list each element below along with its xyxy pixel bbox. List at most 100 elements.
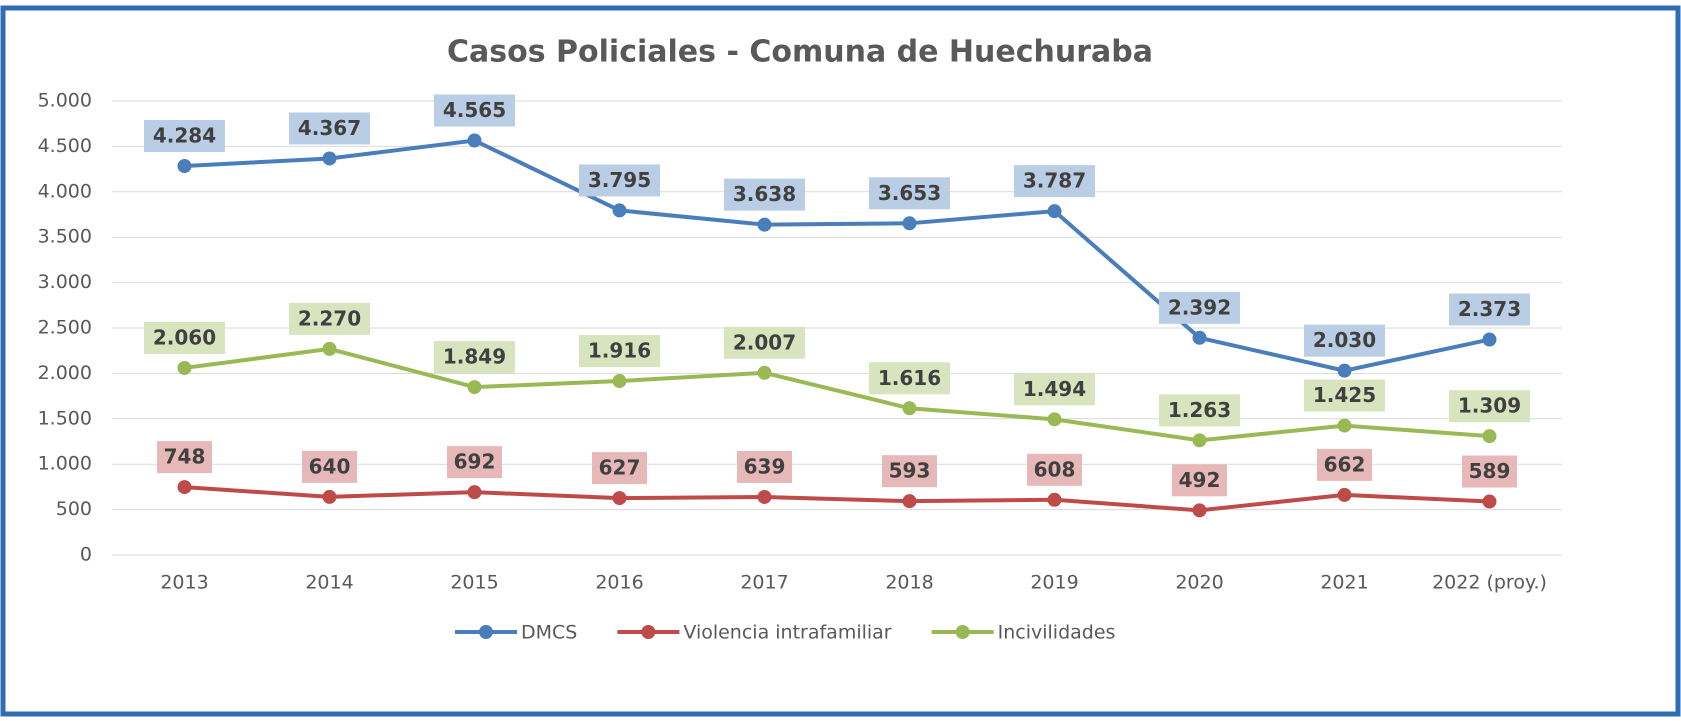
data-point [1192, 433, 1207, 448]
chart-title: Casos Policiales - Comuna de Huechuraba [447, 35, 1153, 70]
series-line [184, 485, 1490, 513]
legend-label: Violencia intrafamiliar [683, 622, 891, 644]
label-box [869, 177, 950, 210]
data-point [902, 494, 917, 509]
data-point [1192, 503, 1207, 518]
data-point [467, 380, 482, 395]
data-label: 662 [1324, 452, 1366, 476]
label-box [882, 455, 937, 488]
data-point [1482, 494, 1497, 509]
legend-label: Incivilidades [998, 622, 1116, 644]
x-tick-label: 2018 [885, 572, 933, 594]
data-label: 748 [164, 445, 206, 469]
data-label: 627 [599, 456, 641, 480]
data-point [1482, 429, 1497, 444]
y-tick-label: 3.000 [38, 271, 92, 293]
data-point [1192, 330, 1207, 345]
x-tick-label: 2013 [160, 572, 208, 594]
data-point [757, 489, 772, 504]
data-label: 692 [454, 450, 496, 474]
data-point [467, 133, 482, 148]
legend-marker [955, 625, 970, 639]
data-label: 639 [744, 454, 786, 478]
data-label: 3.795 [588, 168, 651, 192]
y-tick-label: 2.500 [38, 317, 92, 339]
data-label: 1.616 [878, 366, 941, 390]
y-tick-label: 0 [80, 544, 92, 566]
data-point [177, 159, 192, 174]
data-label: 2.007 [733, 330, 796, 354]
y-tick-label: 500 [56, 498, 92, 520]
label-box [1449, 293, 1530, 326]
data-point [177, 360, 192, 375]
data-label: 2.270 [298, 306, 361, 330]
data-point [1337, 418, 1352, 433]
data-point [1047, 204, 1062, 219]
data-point [757, 217, 772, 232]
label-box [302, 450, 357, 483]
data-point [1047, 492, 1062, 507]
y-tick-label: 4.500 [38, 135, 92, 157]
data-point [902, 401, 917, 416]
data-label: 3.638 [733, 182, 796, 206]
x-tick-label: 2019 [1030, 572, 1078, 594]
data-point [467, 485, 482, 500]
series-line [184, 138, 1490, 373]
x-tick-label: 2014 [305, 572, 353, 594]
data-point [612, 374, 627, 389]
label-box [1172, 464, 1227, 497]
data-label: 2.392 [1168, 295, 1231, 319]
data-point [902, 216, 917, 231]
label-box [579, 164, 660, 197]
data-label: 492 [1179, 468, 1221, 492]
data-label: 3.653 [878, 181, 941, 205]
data-label: 2.060 [153, 325, 216, 349]
series-line [184, 346, 1490, 443]
data-point [757, 365, 772, 380]
data-label: 3.787 [1023, 169, 1086, 193]
data-label: 4.284 [153, 124, 216, 148]
y-tick-label: 1.500 [38, 407, 92, 429]
label-box [289, 112, 370, 145]
y-tick-label: 2.000 [38, 362, 92, 384]
label-box [434, 94, 515, 127]
y-tick-label: 4.000 [38, 180, 92, 202]
data-label: 1.916 [588, 339, 651, 363]
label-box [869, 362, 950, 395]
data-point [1047, 412, 1062, 427]
x-tick-label: 2015 [450, 572, 498, 594]
data-point [1337, 363, 1352, 378]
x-tick-label: 2020 [1175, 572, 1223, 594]
legend-marker [641, 625, 656, 639]
data-label: 1.425 [1313, 383, 1376, 407]
frame [0, 5, 1681, 717]
legend-marker [479, 625, 493, 639]
data-point [322, 341, 337, 356]
data-label: 1.263 [1168, 398, 1231, 422]
data-label: 640 [309, 454, 351, 478]
data-point [322, 151, 337, 166]
label-box [144, 120, 225, 153]
data-label: 593 [889, 459, 931, 483]
label-box [157, 441, 212, 474]
label-box [592, 452, 647, 485]
legend-label: DMCS [521, 622, 577, 644]
data-point [177, 480, 192, 495]
label-box [579, 335, 660, 368]
data-point [1482, 332, 1497, 347]
y-tick-label: 3.500 [38, 226, 92, 248]
data-label: 2.373 [1458, 297, 1521, 321]
data-label: 1.849 [443, 345, 506, 369]
data-point [1337, 487, 1352, 502]
data-point [612, 491, 627, 506]
label-box [1449, 390, 1530, 423]
label-box [1462, 455, 1517, 488]
label-box [724, 326, 805, 359]
data-label: 1.494 [1023, 377, 1086, 401]
data-label: 2.030 [1313, 328, 1376, 352]
label-box [1317, 448, 1372, 481]
label-box [144, 321, 225, 354]
x-tick-label: 2022 (proy.) [1432, 572, 1547, 594]
data-label: 589 [1469, 459, 1511, 483]
